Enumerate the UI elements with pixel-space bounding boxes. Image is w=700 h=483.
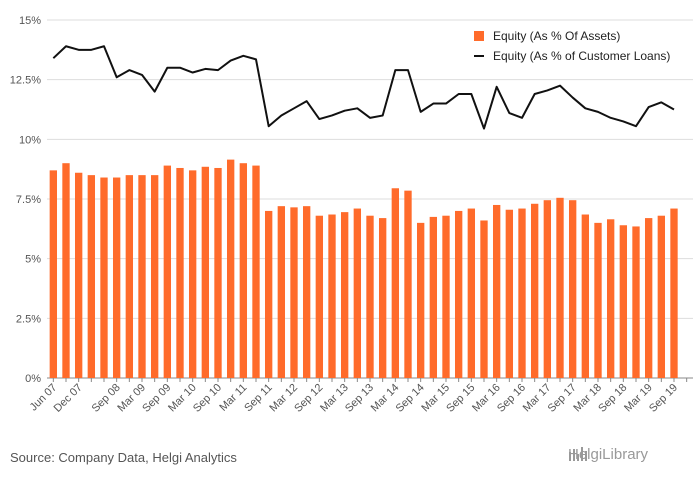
y-tick-label: 10% [19,134,41,146]
x-tick-label: Sep 13 [343,382,376,415]
x-tick-label: Sep 15 [444,382,477,415]
source-note: Source: Company Data, Helgi Analytics [10,450,237,465]
bar [518,208,526,378]
bar [74,172,83,378]
bar [581,214,590,378]
bar [290,207,298,378]
y-tick-label: 2.5% [16,313,41,325]
bar [556,197,564,378]
bar [530,203,539,378]
bar [353,208,362,378]
bar [239,163,248,378]
brand-name: HelgiLibrary [568,446,649,463]
bar [163,165,172,378]
bar [302,206,311,378]
bar [505,209,514,378]
x-tick-label: Sep 18 [596,382,629,415]
library-icon [569,447,587,461]
bar [404,190,412,378]
bar [125,175,134,378]
x-tick-label: Sep 19 [647,382,680,415]
bar [657,215,666,378]
bar [670,208,678,378]
bar [87,175,96,378]
bar [442,215,450,378]
bar [543,200,552,378]
bar [328,214,336,378]
line-series [52,45,675,130]
bar [429,216,438,378]
bar [391,188,400,378]
bar [201,166,210,378]
brand-logo: HelgiLibrary [568,446,648,463]
bar [366,215,374,378]
bar [568,200,577,378]
bar [188,170,197,378]
bar [467,208,476,378]
x-tick-label: Sep 17 [546,382,579,415]
bar [378,218,387,378]
y-tick-label: 0% [25,373,41,385]
bar [226,159,235,378]
x-tick-label: Sep 09 [140,382,173,415]
x-tick-label: Sep 12 [292,382,325,415]
bar [416,222,425,378]
bar [606,219,615,378]
x-tick-label: Sep 16 [495,382,528,415]
bar [252,165,260,378]
bar [176,167,184,378]
y-tick-label: 5% [25,254,41,266]
bar [644,218,653,378]
bar [62,163,70,378]
bar [214,167,222,378]
legend-label-bar: Equity (As % Of Assets) [493,29,620,43]
x-tick-label: Sep 14 [394,382,427,415]
bar [632,226,640,378]
bar [619,225,628,378]
bar [264,210,273,378]
legend-label-line: Equity (As % of Customer Loans) [493,49,670,63]
y-tick-label: 12.5% [10,75,41,87]
y-tick-label: 15% [19,15,41,27]
legend-swatch-bar [474,31,484,41]
bar [480,220,488,378]
bar [138,175,146,378]
bar [315,215,324,378]
bar [150,175,159,378]
bar [100,177,108,378]
bar [340,212,349,378]
bar [112,177,121,378]
x-tick-label: Dec 07 [52,382,85,415]
bar [454,210,463,378]
x-tick-label: Sep 08 [90,382,123,415]
bar [49,170,58,378]
x-tick-label: Sep 10 [191,382,224,415]
bar [277,206,286,378]
bar [594,222,602,378]
bar [492,204,501,378]
y-tick-label: 7.5% [16,194,41,206]
